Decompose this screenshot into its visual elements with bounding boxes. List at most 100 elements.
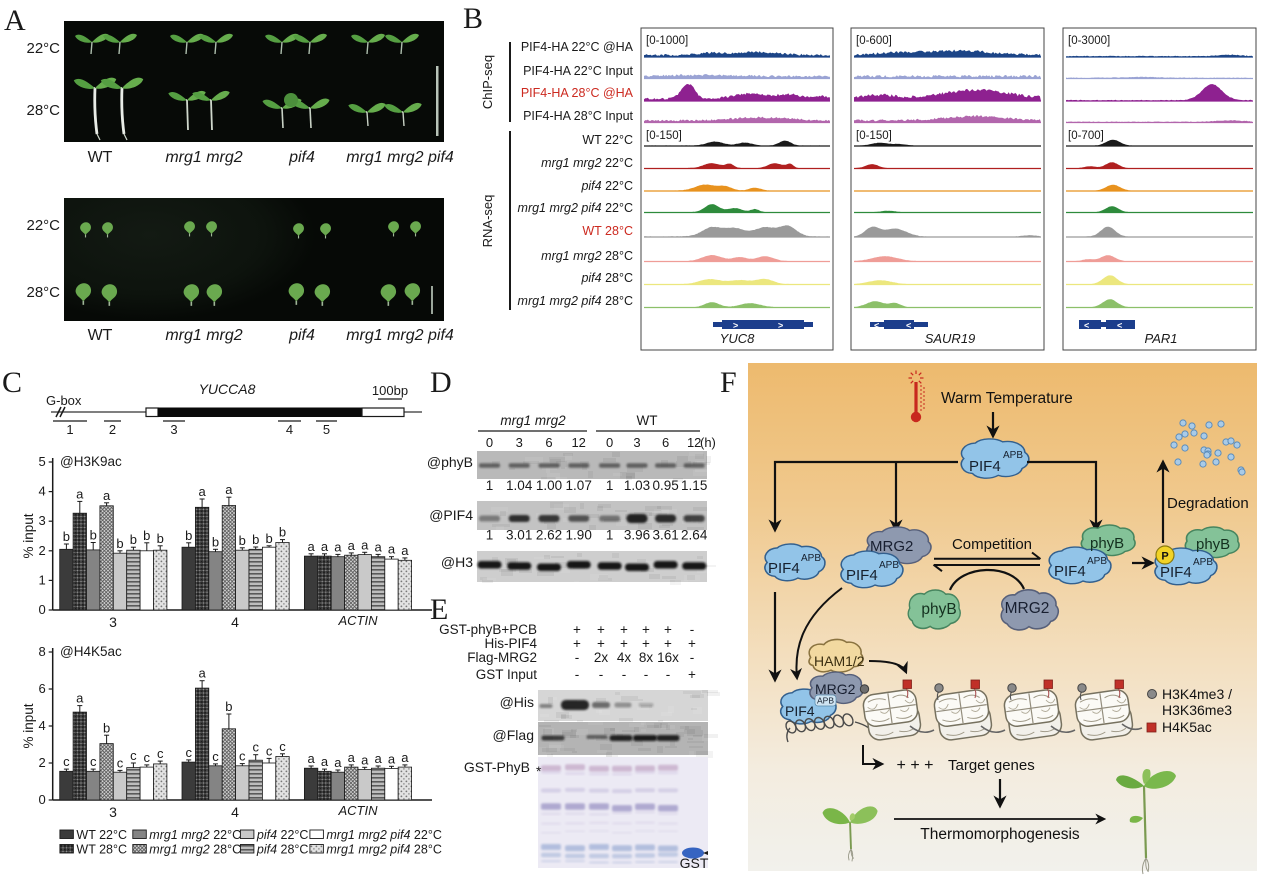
svg-text:1.07: 1.07 bbox=[566, 478, 592, 493]
svg-text:1.15: 1.15 bbox=[681, 478, 707, 493]
svg-text:22°C: 22°C bbox=[26, 40, 60, 57]
svg-text:b: b bbox=[185, 528, 192, 543]
svg-text:@His: @His bbox=[500, 694, 534, 710]
svg-text:mrg1 mrg2 pif4 22°C: mrg1 mrg2 pif4 22°C bbox=[326, 828, 441, 842]
svg-text:WT 28°C: WT 28°C bbox=[76, 843, 127, 857]
svg-text:+: + bbox=[573, 636, 581, 651]
svg-text:a: a bbox=[307, 539, 315, 554]
svg-text:pif4: pif4 bbox=[288, 327, 315, 344]
svg-text:3: 3 bbox=[516, 435, 523, 450]
svg-text:6: 6 bbox=[545, 435, 552, 450]
svg-text:@Flag: @Flag bbox=[493, 727, 534, 743]
svg-text:PIF4-HA 22°C @HA: PIF4-HA 22°C @HA bbox=[521, 40, 634, 54]
svg-text:c: c bbox=[266, 743, 273, 758]
svg-text:b: b bbox=[279, 525, 286, 540]
svg-text:ACTIN: ACTIN bbox=[338, 803, 379, 818]
svg-text:H3K36me3: H3K36me3 bbox=[1162, 702, 1232, 718]
svg-text:YUC8: YUC8 bbox=[720, 331, 755, 346]
svg-text:3: 3 bbox=[38, 513, 45, 528]
svg-text:A: A bbox=[4, 4, 26, 37]
svg-text:4: 4 bbox=[286, 422, 293, 437]
svg-text:1: 1 bbox=[486, 478, 494, 493]
svg-text:mrg1 mrg2: mrg1 mrg2 bbox=[165, 327, 242, 344]
svg-text:-: - bbox=[666, 667, 671, 682]
svg-text:F: F bbox=[720, 366, 737, 399]
svg-text:PIF4: PIF4 bbox=[768, 560, 800, 577]
svg-text:a: a bbox=[374, 751, 382, 766]
svg-text:Competition: Competition bbox=[952, 536, 1032, 553]
svg-text:6: 6 bbox=[38, 681, 45, 696]
svg-text:a: a bbox=[361, 752, 369, 767]
svg-text:Target genes: Target genes bbox=[948, 757, 1035, 774]
svg-text:a: a bbox=[348, 750, 356, 765]
svg-text:[0-150]: [0-150] bbox=[646, 130, 682, 142]
svg-text:+: + bbox=[688, 667, 696, 682]
svg-text:16x: 16x bbox=[657, 650, 679, 665]
svg-text:b: b bbox=[225, 699, 232, 714]
svg-text:phyB: phyB bbox=[1090, 535, 1124, 552]
svg-text:3: 3 bbox=[633, 435, 640, 450]
svg-text:c: c bbox=[144, 750, 151, 765]
svg-text:22°C: 22°C bbox=[26, 217, 60, 234]
svg-text:b: b bbox=[63, 529, 70, 544]
svg-text:Degradation: Degradation bbox=[1167, 495, 1249, 512]
svg-text:a: a bbox=[321, 754, 329, 769]
svg-text:MRG2: MRG2 bbox=[1005, 600, 1050, 617]
svg-text:b: b bbox=[143, 528, 150, 543]
svg-text:mrg1 mrg2 pif4: mrg1 mrg2 pif4 bbox=[346, 327, 454, 344]
svg-text:+: + bbox=[573, 622, 581, 637]
svg-text:+: + bbox=[664, 622, 672, 637]
svg-text:a: a bbox=[321, 539, 329, 554]
svg-text:a: a bbox=[361, 537, 369, 552]
svg-text:-: - bbox=[622, 667, 627, 682]
svg-text:@PIF4: @PIF4 bbox=[429, 507, 473, 523]
svg-text:28°C: 28°C bbox=[26, 284, 60, 301]
svg-text:pif4 22°C: pif4 22°C bbox=[256, 828, 309, 842]
svg-text:APB: APB bbox=[879, 560, 899, 571]
svg-text:<: < bbox=[906, 321, 911, 331]
svg-text:WT: WT bbox=[637, 413, 658, 428]
svg-text:+ + +: + + + bbox=[897, 757, 934, 774]
svg-text:ACTIN: ACTIN bbox=[338, 613, 379, 628]
svg-text:100bp: 100bp bbox=[372, 383, 408, 398]
svg-text:+: + bbox=[597, 622, 605, 637]
svg-text:c: c bbox=[117, 755, 124, 770]
svg-text:PIF4: PIF4 bbox=[1054, 563, 1086, 580]
svg-text:-: - bbox=[599, 667, 604, 682]
svg-text:b: b bbox=[265, 531, 272, 546]
svg-text:a: a bbox=[374, 539, 382, 554]
svg-text:H4K5ac: H4K5ac bbox=[1162, 719, 1212, 735]
svg-text:+: + bbox=[620, 622, 628, 637]
svg-text:c: c bbox=[90, 754, 97, 769]
svg-text:APB: APB bbox=[1087, 556, 1107, 567]
svg-text:[0-1000]: [0-1000] bbox=[646, 35, 688, 47]
svg-text:mrg1 mrg2 22°C: mrg1 mrg2 22°C bbox=[149, 828, 241, 842]
svg-text:3.96: 3.96 bbox=[624, 528, 650, 543]
svg-text:-: - bbox=[575, 650, 580, 665]
svg-text:3: 3 bbox=[109, 614, 117, 630]
svg-text:5: 5 bbox=[323, 422, 330, 437]
svg-text:b: b bbox=[212, 534, 219, 549]
svg-text:E: E bbox=[430, 593, 448, 626]
svg-text:b: b bbox=[90, 528, 97, 543]
svg-text:mrg1 mrg2: mrg1 mrg2 bbox=[165, 149, 242, 166]
svg-text:2: 2 bbox=[109, 422, 116, 437]
svg-text:PIF4: PIF4 bbox=[969, 458, 1001, 475]
svg-text:PIF4: PIF4 bbox=[846, 567, 878, 584]
svg-text:ChIP-seq: ChIP-seq bbox=[480, 55, 495, 109]
svg-text:C: C bbox=[2, 366, 22, 399]
svg-text:@H3: @H3 bbox=[441, 554, 473, 570]
svg-text:WT 22°C: WT 22°C bbox=[76, 828, 127, 842]
svg-text:[0-150]: [0-150] bbox=[856, 130, 892, 142]
svg-text:a: a bbox=[76, 486, 84, 501]
svg-text:6: 6 bbox=[662, 435, 669, 450]
svg-text:Warm Temperature: Warm Temperature bbox=[941, 390, 1073, 407]
svg-text:a: a bbox=[334, 755, 342, 770]
svg-text:Flag-MRG2: Flag-MRG2 bbox=[467, 650, 537, 665]
svg-text:YUCCA8: YUCCA8 bbox=[199, 381, 256, 397]
svg-text:GST Input: GST Input bbox=[476, 667, 538, 682]
svg-text:b: b bbox=[252, 532, 259, 547]
svg-text:mrg1 mrg2 28°C: mrg1 mrg2 28°C bbox=[149, 843, 241, 857]
svg-text:0: 0 bbox=[606, 435, 613, 450]
svg-text:3.01: 3.01 bbox=[506, 528, 532, 543]
